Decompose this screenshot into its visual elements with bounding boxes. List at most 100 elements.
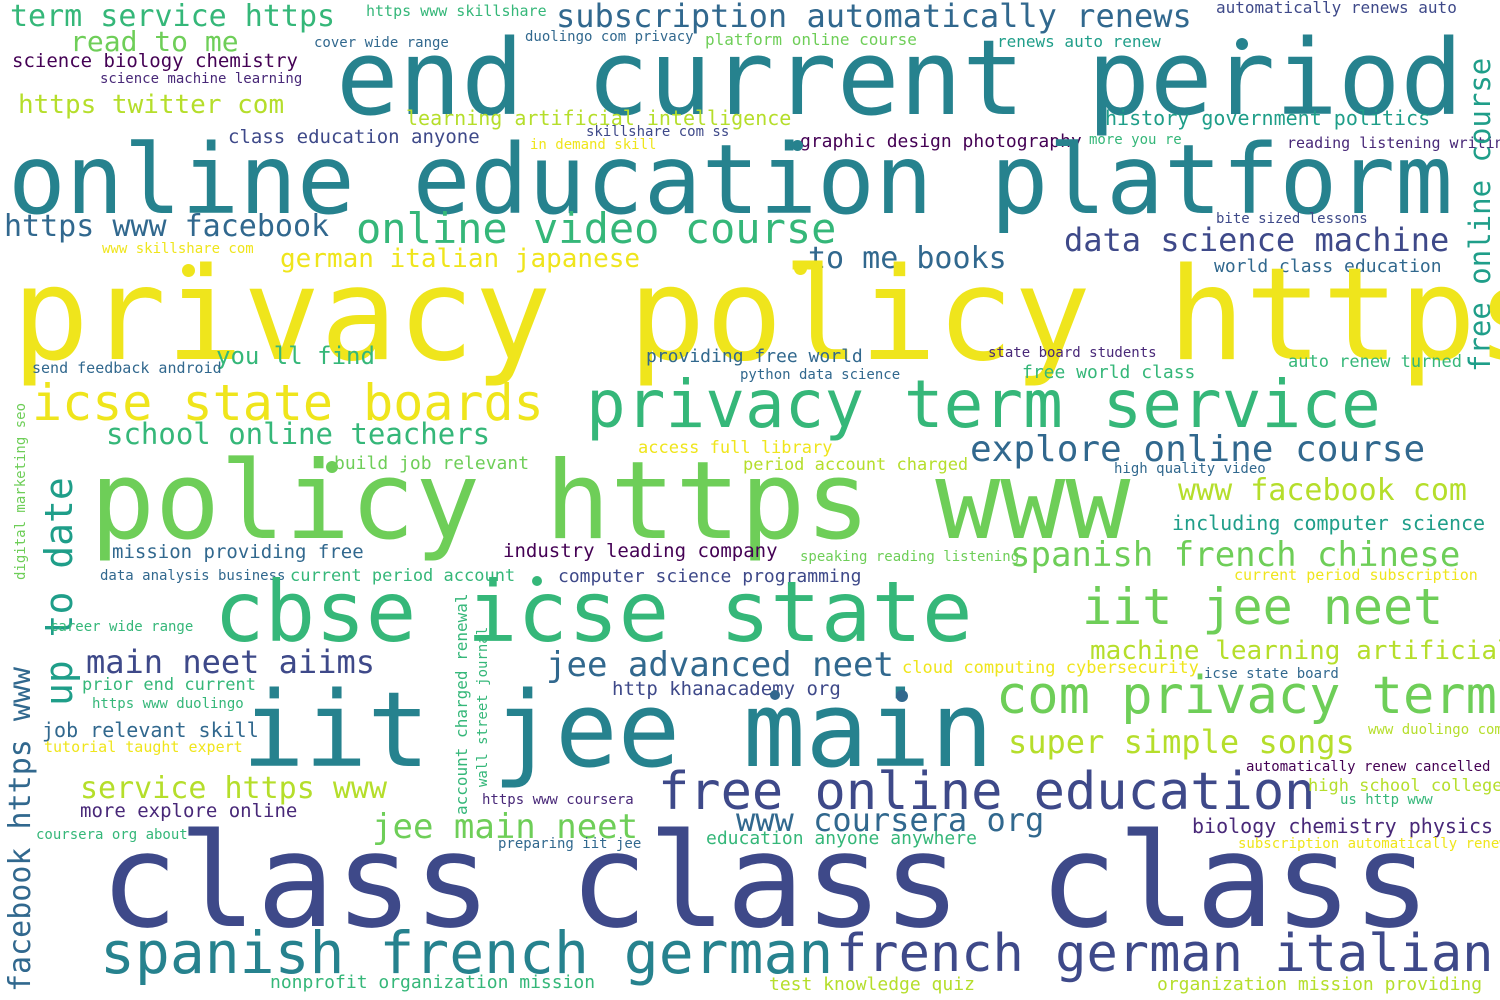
cloud-word: period account charged xyxy=(743,455,969,475)
cloud-word: up to date xyxy=(37,477,81,706)
tittle-dot xyxy=(532,576,542,586)
cloud-word: industry leading company xyxy=(503,540,778,562)
cloud-word: main neet aiims xyxy=(86,643,375,681)
cloud-word: computer science programming xyxy=(558,566,862,587)
cloud-word: www duolingo com xyxy=(1368,722,1500,738)
cloud-word: in demand skill xyxy=(530,137,657,153)
cloud-word: you ll find xyxy=(216,342,375,370)
cloud-word: coursera org about xyxy=(36,827,188,843)
cloud-word: read to me xyxy=(70,25,239,58)
cloud-word: data science machine xyxy=(1064,221,1450,259)
cloud-word: us http www xyxy=(1340,792,1433,808)
cloud-word: jee advanced neet xyxy=(546,645,894,685)
cloud-word: platform online course xyxy=(705,30,917,49)
tittle-dot xyxy=(896,690,908,702)
cloud-word: python data science xyxy=(740,367,901,383)
cloud-word: digital marketing seo xyxy=(13,402,29,580)
cloud-word: end current period xyxy=(336,17,1464,139)
tittle-dot xyxy=(770,690,780,700)
cloud-word: speaking reading listening xyxy=(800,549,1020,565)
cloud-word: providing free world xyxy=(646,346,863,367)
cloud-word: iit jee neet xyxy=(1082,578,1444,636)
cloud-word: free world class xyxy=(1022,362,1196,383)
cloud-word: spanish french german xyxy=(100,919,834,987)
cloud-word: machine learning artificial xyxy=(1090,636,1500,666)
cloud-word: spanish french chinese xyxy=(1010,535,1461,575)
cloud-word: science machine learning xyxy=(100,71,303,87)
cloud-word: french german italian xyxy=(836,924,1494,984)
cloud-word: automatically renew cancelled xyxy=(1246,759,1491,775)
cloud-word: facebook https www xyxy=(3,666,38,992)
cloud-word: com privacy term xyxy=(996,666,1497,726)
cloud-word: https twitter com xyxy=(18,90,285,120)
cloud-word: class education anyone xyxy=(228,126,480,148)
tittle-dot xyxy=(326,461,338,473)
cloud-word: learning artificial intelligence xyxy=(406,106,792,130)
cloud-word: education anyone anywhere xyxy=(706,828,977,849)
cloud-word: subscription automatically renews xyxy=(556,0,1192,35)
cloud-word: prior end current xyxy=(82,675,256,695)
cloud-word: tutorial taught expert xyxy=(44,738,243,756)
cloud-word: iit jee main xyxy=(242,669,994,791)
cloud-word: history government politics xyxy=(1105,106,1431,130)
cloud-word: german italian japanese xyxy=(280,244,641,274)
cloud-word: current period account xyxy=(290,566,516,586)
cloud-word: super simple songs xyxy=(1008,723,1355,761)
tittle-dot xyxy=(182,264,195,277)
cloud-word: explore online course xyxy=(970,429,1426,470)
cloud-word: term service https xyxy=(10,0,336,34)
cloud-word: auto renew turned xyxy=(1288,352,1462,372)
cloud-word: reading listening writing xyxy=(1287,134,1500,152)
cloud-word: https www skillshare xyxy=(366,2,547,20)
cloud-word: https www duolingo xyxy=(92,696,244,712)
cloud-word: icse state boards xyxy=(32,374,544,432)
cloud-word: online video course xyxy=(356,204,837,253)
cloud-word: icse state board xyxy=(1204,666,1339,682)
cloud-word: send feedback android xyxy=(32,359,222,377)
cloud-word: jee main neet xyxy=(372,807,639,847)
cloud-word: high school college xyxy=(1308,776,1500,796)
cloud-word: science biology chemistry xyxy=(12,50,298,72)
cloud-word: automatically renews auto xyxy=(1216,0,1457,17)
tittle-dot xyxy=(794,262,807,275)
cloud-word: cbse icse state xyxy=(214,563,973,661)
cloud-word: high quality video xyxy=(1114,461,1266,477)
cloud-word: nonprofit organization mission xyxy=(270,972,596,993)
cloud-word: cloud computing cybersecurity xyxy=(902,658,1199,678)
cloud-word: more explore online xyxy=(80,800,298,822)
cloud-word: mission providing free xyxy=(112,541,364,563)
cloud-word: duolingo com privacy xyxy=(525,29,694,45)
cloud-word: school online teachers xyxy=(106,417,491,451)
tittle-dot xyxy=(1236,38,1248,50)
cloud-word: class class class xyxy=(100,805,1431,957)
tittle-dot xyxy=(792,140,803,151)
cloud-word: job relevant skill xyxy=(42,718,259,742)
cloud-word: skillshare com ss xyxy=(586,124,730,140)
cloud-word: http khanacademy org xyxy=(612,678,841,700)
cloud-word: graphic design photography xyxy=(800,131,1082,152)
cloud-word: to me books xyxy=(808,241,1007,276)
cloud-word: https www facebook xyxy=(4,209,330,244)
cloud-word: free online education xyxy=(658,762,1316,822)
cloud-word: service https www xyxy=(80,771,388,806)
cloud-word: privacy policy https xyxy=(12,241,1500,390)
cloud-word: organization mission providing xyxy=(1157,974,1483,995)
cloud-word: world class education xyxy=(1214,256,1442,277)
cloud-word: https www coursera xyxy=(482,792,634,808)
cloud-word: policy https www xyxy=(90,439,1131,564)
cloud-word: data analysis business xyxy=(100,568,286,584)
cloud-word: privacy term service xyxy=(586,366,1381,443)
cloud-word: subscription automatically renew xyxy=(1238,836,1500,852)
cloud-word: cover wide range xyxy=(314,35,449,51)
cloud-word: state board students xyxy=(988,345,1157,361)
cloud-word: build job relevant xyxy=(334,453,530,474)
cloud-word: career wide range xyxy=(50,619,194,635)
cloud-word: bite sized lessons xyxy=(1216,211,1368,227)
cloud-word: preparing iit jee xyxy=(498,836,642,852)
cloud-word: more you re xyxy=(1089,132,1182,148)
cloud-word: online education platform xyxy=(8,124,1453,236)
cloud-word: www facebook com xyxy=(1178,473,1467,508)
cloud-word: test knowledge quiz xyxy=(769,974,975,995)
cloud-word: www coursera org xyxy=(736,801,1045,839)
